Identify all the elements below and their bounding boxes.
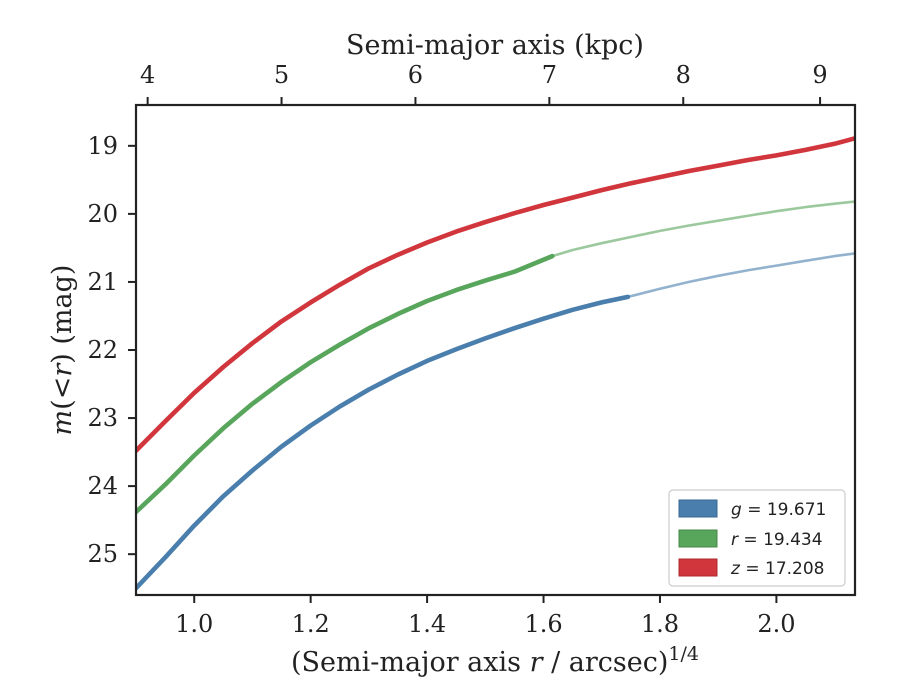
y-axis-title-var: m bbox=[47, 410, 78, 436]
y-tick-label: 23 bbox=[87, 404, 118, 432]
top-tick-label: 8 bbox=[676, 61, 691, 89]
y-tick-label: 21 bbox=[87, 268, 118, 296]
ticks-layer: 1.0 1.2 1.4 1.6 1.8 2.0 19 20 21 22 23 24 25 4 5 6 7 8 9 bbox=[87, 61, 827, 638]
top-axis-title: Semi-major axis (kpc) bbox=[346, 30, 644, 61]
series-g-line bbox=[136, 294, 631, 591]
y-axis-title-lt: < bbox=[47, 377, 78, 400]
y-tick-label: 19 bbox=[87, 132, 118, 160]
x-tick-label: 1.6 bbox=[524, 610, 562, 638]
y-tick-label: 25 bbox=[87, 540, 118, 568]
y-axis-title-close: ) bbox=[47, 353, 78, 364]
x-axis-title-exponent: 1/4 bbox=[668, 643, 699, 665]
legend: g = 19.671 r = 19.434 z = 17.208 bbox=[668, 489, 846, 587]
series-r-extrapolated bbox=[550, 200, 855, 258]
y-axis-title-open: ( bbox=[47, 399, 78, 410]
y-axis-title: m(<r) (mag) bbox=[47, 265, 78, 436]
top-tick-label: 7 bbox=[542, 61, 557, 89]
legend-swatch-r bbox=[678, 529, 718, 548]
y-axis-title-unit: (mag) bbox=[47, 265, 78, 354]
series-layer bbox=[136, 136, 855, 591]
top-tick-label: 6 bbox=[408, 61, 423, 89]
legend-swatch-z bbox=[678, 558, 718, 577]
y-tick-label: 22 bbox=[87, 336, 118, 364]
x-tick-label: 1.2 bbox=[292, 610, 330, 638]
legend-swatch-g bbox=[678, 499, 718, 518]
series-r-line bbox=[136, 253, 555, 515]
legend-label-r: r = 19.434 bbox=[731, 530, 823, 550]
series-z-line bbox=[136, 136, 855, 454]
series-g-extrapolated bbox=[626, 252, 855, 299]
x-axis-title-var: r bbox=[530, 647, 545, 678]
y-axis-title-var2: r bbox=[47, 362, 78, 377]
x-axis-title-suffix: / arcsec) bbox=[543, 647, 669, 678]
top-tick-label: 5 bbox=[274, 61, 289, 89]
legend-label-g: g = 19.671 bbox=[731, 500, 826, 520]
y-tick-label: 20 bbox=[87, 200, 118, 228]
x-axis-title: (Semi-major axis r / arcsec)1/4 bbox=[291, 643, 699, 678]
x-tick-label: 1.8 bbox=[641, 610, 679, 638]
top-tick-label: 9 bbox=[812, 61, 827, 89]
x-axis-title-prefix: (Semi-major axis bbox=[291, 647, 530, 678]
x-tick-label: 1.0 bbox=[175, 610, 213, 638]
legend-label-z: z = 17.208 bbox=[730, 559, 824, 579]
y-tick-label: 24 bbox=[87, 472, 118, 500]
top-tick-label: 4 bbox=[140, 61, 155, 89]
x-tick-label: 1.4 bbox=[408, 610, 446, 638]
x-tick-label: 2.0 bbox=[757, 610, 795, 638]
